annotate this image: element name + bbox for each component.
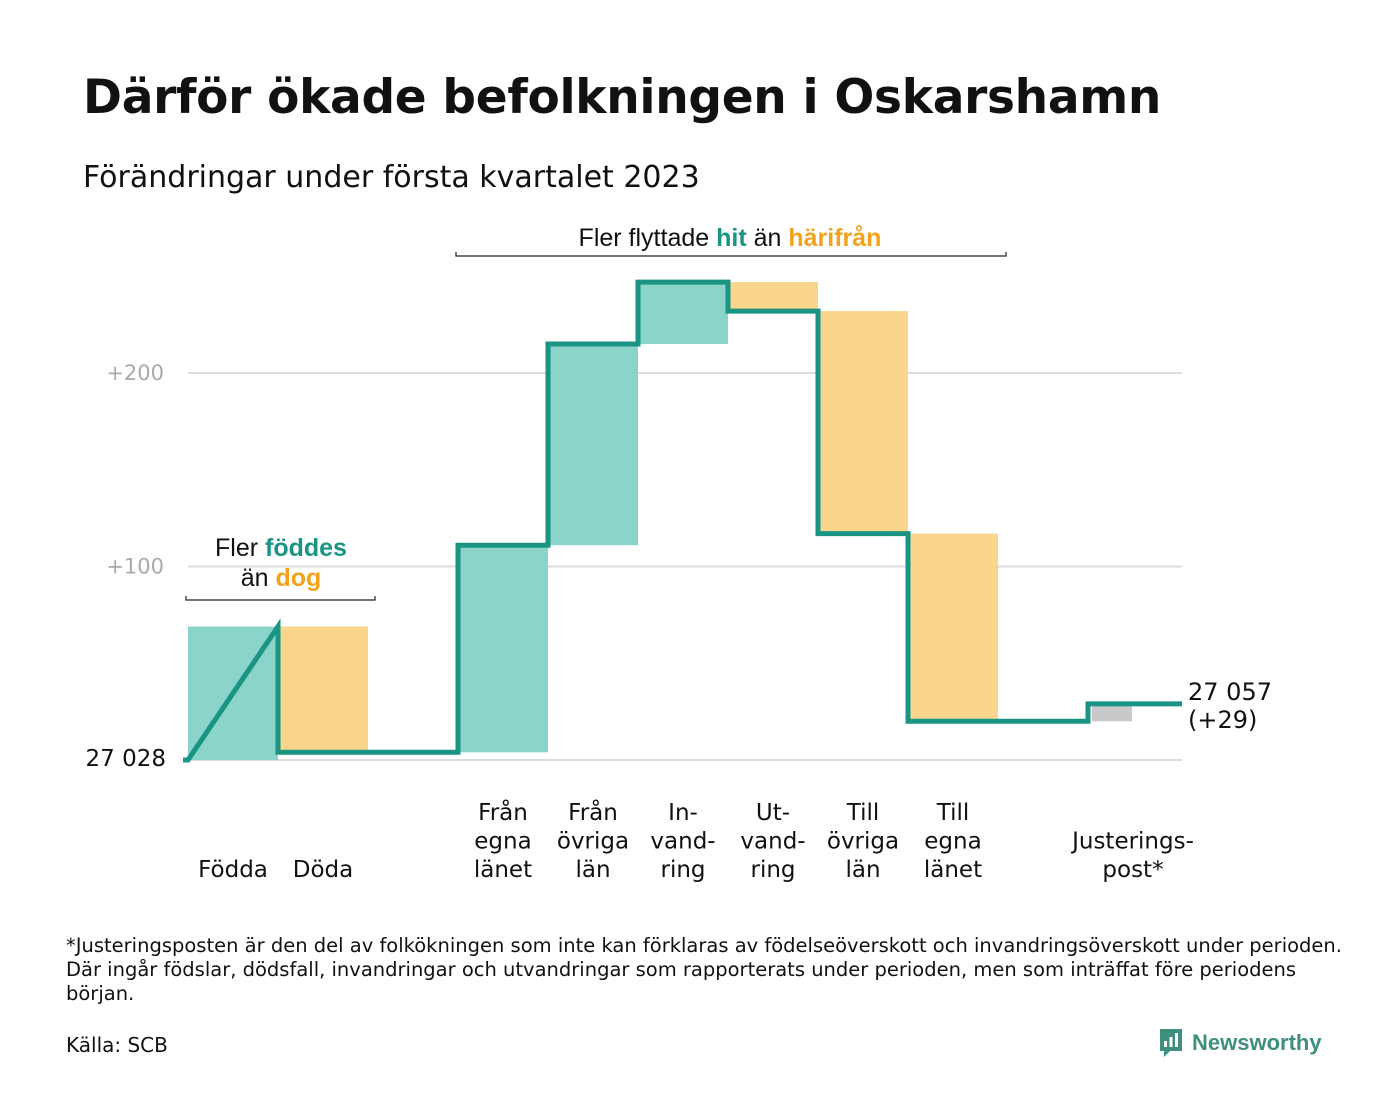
x-category-label: ring — [660, 857, 705, 883]
x-category-label: Från — [478, 798, 528, 826]
x-category-label: Från — [568, 798, 618, 826]
waterfall-bar — [1092, 703, 1132, 722]
annotation-text: Fler flyttade hit än härifrån — [579, 224, 882, 252]
annotation-segment: än — [241, 564, 276, 592]
x-category-label: länet — [474, 857, 532, 883]
waterfall-bar — [908, 533, 998, 722]
annotation-bracket — [455, 252, 1007, 257]
x-category-label: ring — [750, 857, 795, 883]
waterfall-bar — [728, 282, 818, 312]
waterfall-bar — [818, 311, 908, 534]
annotation-highlight: härifrån — [788, 224, 881, 252]
x-category-label: län — [845, 857, 880, 883]
waterfall-bar — [638, 282, 728, 344]
x-category-label: Till — [846, 800, 880, 826]
x-category-label: egna — [474, 829, 531, 855]
annotation-segment: än — [747, 224, 789, 252]
x-category-label: Döda — [293, 857, 353, 883]
footnote: *Justeringsposten är den del av folkökni… — [66, 934, 1342, 1005]
x-category-label: vand- — [740, 829, 805, 855]
source-note: Källa: SCB — [66, 1033, 168, 1057]
chart-subtitle: Förändringar under första kvartalet 2023 — [83, 160, 700, 195]
cumulative-line — [183, 279, 1182, 763]
newsworthy-logo-icon — [1160, 1029, 1182, 1057]
chart-title: Därför ökade befolkningen i Oskarshamn — [83, 70, 1162, 125]
start-value-label: 27 028 — [86, 746, 166, 772]
annotation-text: Fler föddes — [215, 534, 347, 562]
x-category-label: Ut- — [756, 800, 790, 826]
annotation-highlight: hit — [716, 224, 747, 252]
x-category-label: länet — [924, 857, 982, 883]
x-category-label: In- — [668, 800, 698, 826]
newsworthy-wordmark: Newsworthy — [1192, 1030, 1322, 1055]
annotation-highlight: dog — [275, 564, 321, 592]
annotation-segment: Fler flyttade — [579, 224, 717, 252]
newsworthy-logo: Newsworthy — [1158, 1028, 1322, 1058]
end-change-label: (+29) — [1188, 706, 1257, 734]
waterfall-bar — [548, 343, 638, 546]
x-category-label: övriga — [557, 829, 629, 855]
x-category-label: Justerings- — [1070, 829, 1194, 855]
x-category-label: Födda — [198, 857, 268, 883]
x-category-label: övriga — [827, 829, 899, 855]
x-category-label: egna — [924, 829, 981, 855]
annotation-highlight: föddes — [265, 534, 347, 562]
waterfall-bar — [278, 626, 368, 753]
x-category-label: post* — [1102, 857, 1163, 883]
annotation-text: än dog — [241, 564, 322, 592]
end-value-label: 27 057 — [1188, 678, 1272, 706]
annotation-bracket — [185, 596, 376, 601]
x-category-label: Till — [936, 800, 970, 826]
y-tick-label: +100 — [106, 555, 164, 579]
y-tick-label: +200 — [106, 361, 164, 385]
x-category-label: vand- — [650, 829, 715, 855]
waterfall-chart: +100+200 Födda DödaFrånegnalänetFrånövrig… — [86, 224, 1272, 883]
waterfall-bar — [458, 545, 548, 753]
annotation-segment: Fler — [215, 534, 265, 562]
x-category-label: län — [575, 857, 610, 883]
